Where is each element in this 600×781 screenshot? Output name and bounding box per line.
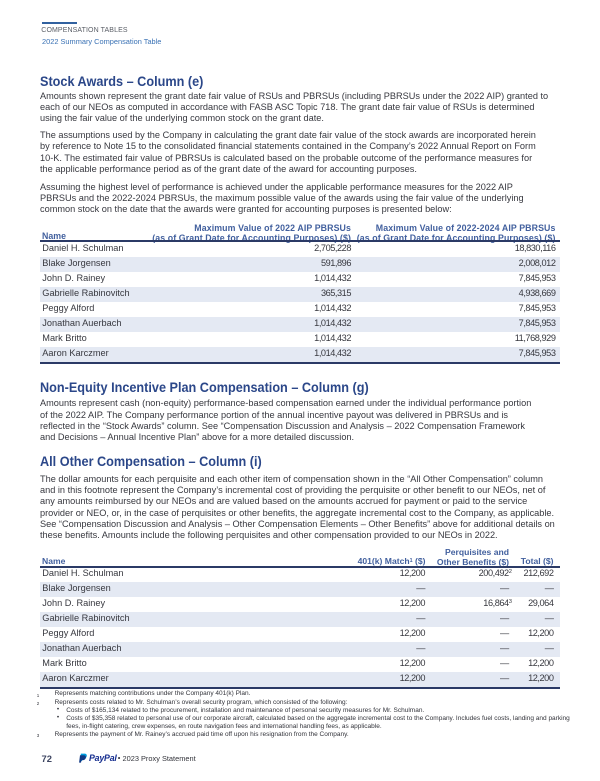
svg-text:PayPal: PayPal	[89, 753, 117, 763]
svg-text:2023 Proxy Statement: 2023 Proxy Statement	[123, 754, 196, 763]
svg-text:•: •	[118, 754, 121, 763]
